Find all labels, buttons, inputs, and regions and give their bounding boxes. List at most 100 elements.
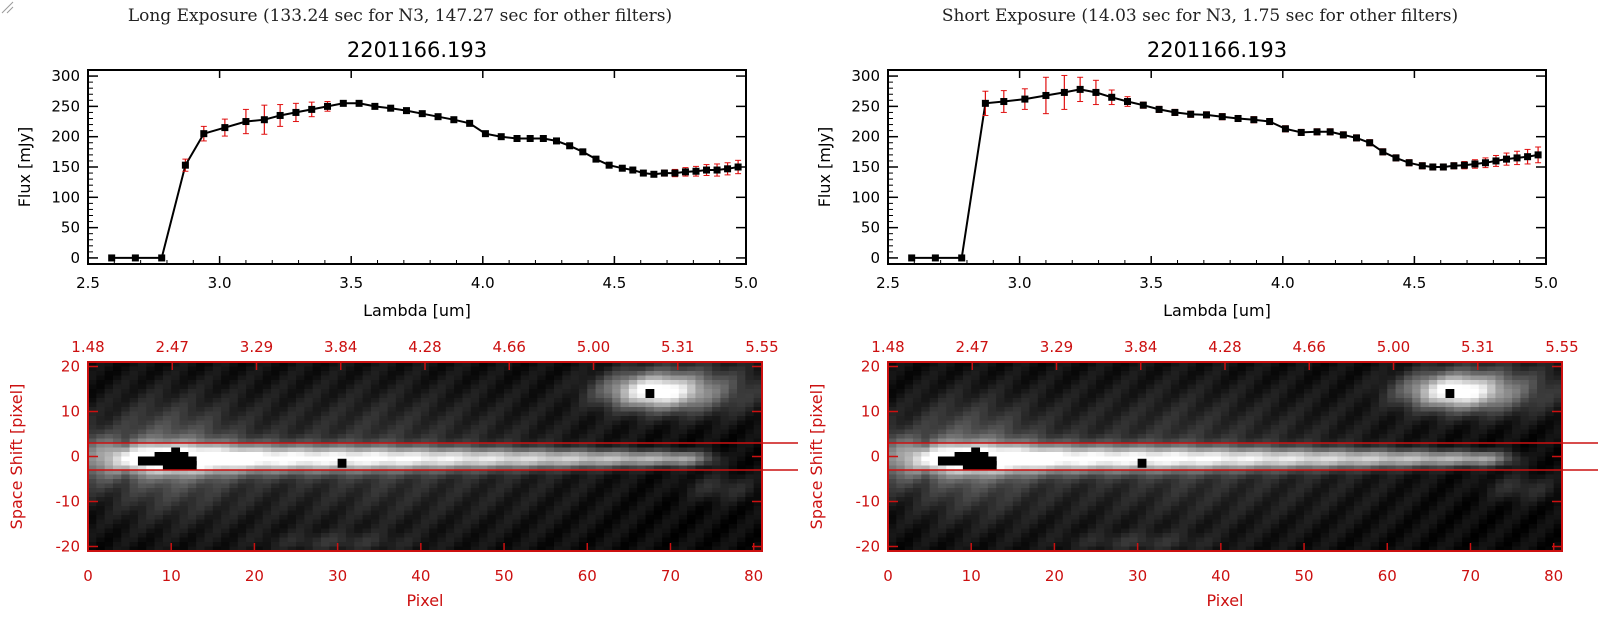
- heatmap-cell: [1162, 389, 1172, 394]
- heatmap-cell: [320, 411, 330, 417]
- heatmap-cell: [146, 479, 155, 484]
- data-point: [1171, 108, 1179, 116]
- heatmap-cell: [537, 483, 547, 489]
- heatmap-cell: [262, 470, 272, 475]
- heatmap-cell: [1046, 371, 1055, 376]
- heatmap-cell: [196, 420, 205, 426]
- heatmap-cell: [1387, 389, 1396, 394]
- heatmap-cell: [329, 402, 339, 408]
- heatmap-cell: [628, 506, 638, 511]
- heatmap-cell: [904, 362, 914, 367]
- heatmap-cell: [162, 380, 172, 385]
- heatmap-cell: [271, 488, 280, 493]
- heatmap-cell: [262, 456, 272, 462]
- heatmap-cell: [179, 389, 189, 394]
- heatmap-cell: [479, 461, 488, 466]
- heatmap-cell: [246, 375, 255, 381]
- heatmap-cell: [720, 402, 730, 408]
- heatmap-cell: [429, 492, 438, 498]
- heatmap-cell: [279, 389, 289, 394]
- heatmap-cell: [345, 483, 355, 489]
- heatmap-cell: [695, 380, 705, 385]
- heatmap-cell: [304, 362, 314, 367]
- heatmap-cell: [129, 429, 139, 435]
- heatmap-cell: [720, 438, 730, 444]
- heatmap-cell: [279, 533, 289, 538]
- heatmap-cell: [320, 384, 330, 390]
- heatmap-cell: [271, 402, 280, 408]
- heatmap-cell: [987, 362, 997, 367]
- heatmap-cell: [354, 488, 363, 493]
- heatmap-cell: [404, 456, 413, 462]
- heatmap-cell: [1187, 384, 1197, 390]
- heatmap-cell: [171, 443, 180, 448]
- heatmap-cell: [1353, 393, 1363, 399]
- heatmap-cell: [379, 389, 388, 394]
- heatmap-cell: [628, 470, 638, 475]
- heatmap-cell: [603, 425, 613, 430]
- heatmap-cell: [512, 384, 522, 390]
- heatmap-cell: [96, 510, 106, 516]
- heatmap-cell: [1495, 384, 1505, 390]
- heatmap-cell: [1387, 411, 1396, 417]
- heatmap-cell: [237, 542, 247, 547]
- heatmap-cell: [88, 438, 97, 444]
- heatmap-cell: [204, 528, 214, 534]
- heatmap-cell: [1412, 375, 1421, 381]
- heatmap-cell: [537, 384, 547, 390]
- heatmap-cell: [1204, 407, 1213, 412]
- heatmap-cell: [587, 443, 596, 448]
- heatmap-cell: [1395, 375, 1405, 381]
- heatmap-cell: [479, 371, 488, 376]
- heatmap-cell: [504, 375, 513, 381]
- heatmap-cell: [620, 456, 630, 462]
- heatmap-cell: [904, 380, 914, 385]
- heatmap-cell: [595, 420, 605, 426]
- heatmap-cell: [487, 443, 497, 448]
- heatmap-cell: [687, 506, 696, 511]
- heatmap-cell: [603, 443, 613, 448]
- heatmap-cell: [354, 474, 363, 480]
- heatmap-cell: [612, 420, 621, 426]
- heatmap-cell: [695, 470, 705, 475]
- heatmap-cell: [987, 393, 997, 399]
- heatmap-cell: [529, 429, 538, 435]
- heatmap-cell: [179, 434, 189, 439]
- heatmap-cell: [487, 398, 497, 403]
- heatmap-cell: [1353, 384, 1363, 390]
- heatmap-cell: [1520, 371, 1530, 376]
- heatmap-cell: [628, 465, 638, 471]
- heatmap-cell: [687, 492, 696, 498]
- heatmap-cell: [595, 465, 605, 471]
- heatmap-cell: [1428, 384, 1438, 390]
- heatmap-cell: [645, 447, 655, 453]
- heatmap-cell: [1004, 371, 1014, 376]
- heatmap-cell: [678, 447, 688, 453]
- heatmap-cell: [1012, 389, 1022, 394]
- heatmap-cell: [578, 537, 588, 543]
- heatmap-cell: [545, 425, 555, 430]
- heatmap-cell: [429, 411, 438, 417]
- heatmap-cell: [246, 398, 255, 403]
- heatmap-cell: [420, 461, 430, 466]
- heatmap-cell: [520, 470, 530, 475]
- heatmap-cell: [628, 429, 638, 435]
- heatmap-cell: [545, 380, 555, 385]
- heatmap-cell: [129, 443, 139, 448]
- heatmap-cell: [454, 488, 463, 493]
- heatmap-cell: [1537, 362, 1546, 367]
- heatmap-cell: [212, 510, 222, 516]
- heatmap-cell: [229, 375, 239, 381]
- heatmap-cell: [1487, 398, 1496, 403]
- data-point: [339, 99, 347, 107]
- heatmap-cell: [312, 515, 322, 520]
- heatmap-cell: [529, 380, 538, 385]
- heatmap-cell: [753, 452, 763, 457]
- heatmap-cell: [904, 398, 914, 403]
- heatmap-cell: [1154, 384, 1163, 390]
- data-point: [1139, 101, 1147, 109]
- heatmap-cell: [712, 461, 721, 466]
- heatmap-cell: [370, 537, 380, 543]
- heatmap-cell: [678, 420, 688, 426]
- heatmap-cell: [612, 411, 621, 417]
